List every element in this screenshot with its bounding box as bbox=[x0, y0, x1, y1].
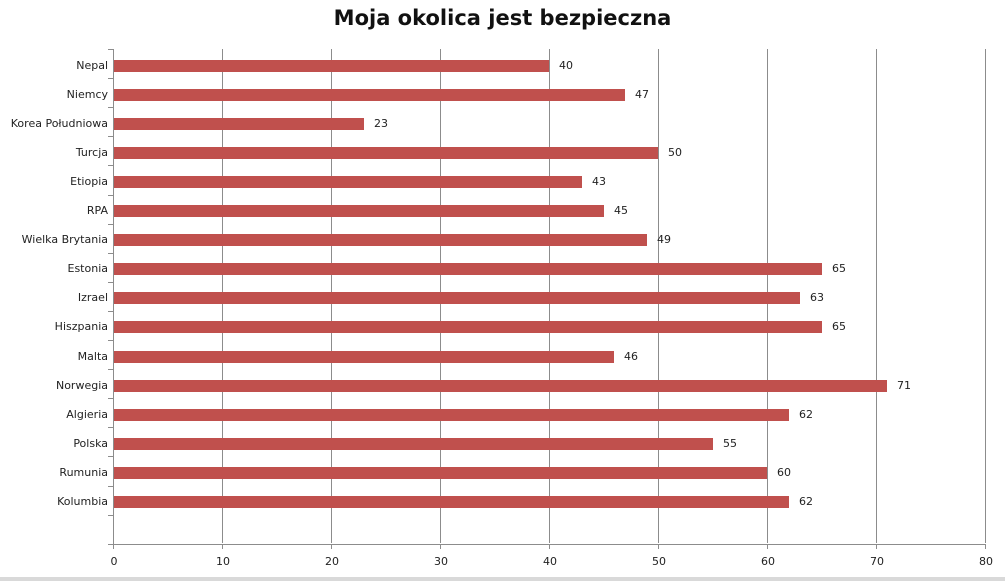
x-tick bbox=[549, 544, 550, 549]
data-label: 62 bbox=[799, 495, 813, 508]
bar bbox=[114, 496, 789, 508]
bar bbox=[114, 147, 658, 159]
y-tick bbox=[108, 282, 113, 283]
x-tick bbox=[440, 544, 441, 549]
bottom-border bbox=[0, 577, 1005, 581]
chart-title: Moja okolica jest bezpieczna bbox=[333, 6, 672, 30]
data-label: 62 bbox=[799, 408, 813, 421]
gridline bbox=[985, 49, 986, 543]
y-tick bbox=[108, 369, 113, 370]
x-tick bbox=[222, 544, 223, 549]
data-label: 46 bbox=[624, 350, 638, 363]
y-tick bbox=[108, 486, 113, 487]
y-tick bbox=[108, 136, 113, 137]
bar bbox=[114, 380, 887, 392]
x-axis bbox=[108, 544, 986, 545]
x-tick-label: 0 bbox=[110, 555, 118, 568]
bar bbox=[114, 409, 789, 421]
bar bbox=[114, 351, 614, 363]
y-tick bbox=[108, 49, 113, 50]
x-tick-label: 30 bbox=[434, 555, 448, 568]
category-label: Algieria bbox=[66, 408, 108, 421]
bar bbox=[114, 176, 582, 188]
data-label: 43 bbox=[592, 175, 606, 188]
y-tick bbox=[108, 311, 113, 312]
category-label: Korea Południowa bbox=[10, 117, 108, 130]
bar bbox=[114, 292, 800, 304]
y-tick bbox=[108, 107, 113, 108]
x-tick bbox=[767, 544, 768, 549]
category-label: Hiszpania bbox=[54, 320, 108, 333]
category-label: Niemcy bbox=[66, 88, 108, 101]
gridline bbox=[876, 49, 877, 543]
x-tick-label: 60 bbox=[761, 555, 775, 568]
bar bbox=[114, 205, 604, 217]
y-tick bbox=[108, 78, 113, 79]
x-tick bbox=[876, 544, 877, 549]
y-tick bbox=[108, 340, 113, 341]
data-label: 65 bbox=[832, 320, 846, 333]
data-label: 45 bbox=[614, 204, 628, 217]
data-label: 63 bbox=[810, 291, 824, 304]
y-tick bbox=[108, 515, 113, 516]
x-tick bbox=[985, 544, 986, 549]
x-tick bbox=[658, 544, 659, 549]
x-tick-label: 40 bbox=[543, 555, 557, 568]
bar bbox=[114, 118, 364, 130]
x-tick-label: 50 bbox=[652, 555, 666, 568]
y-tick bbox=[108, 195, 113, 196]
bar bbox=[114, 467, 767, 479]
data-label: 50 bbox=[668, 146, 682, 159]
category-label: RPA bbox=[86, 204, 108, 217]
data-label: 40 bbox=[559, 59, 573, 72]
data-label: 55 bbox=[723, 437, 737, 450]
bar bbox=[114, 263, 822, 275]
category-label: Rumunia bbox=[59, 466, 108, 479]
category-label: Nepal bbox=[76, 59, 108, 72]
category-label: Etiopia bbox=[70, 175, 108, 188]
y-tick bbox=[108, 224, 113, 225]
y-tick bbox=[108, 165, 113, 166]
data-label: 47 bbox=[635, 88, 649, 101]
category-label: Izrael bbox=[77, 291, 108, 304]
data-label: 71 bbox=[897, 379, 911, 392]
data-label: 49 bbox=[657, 233, 671, 246]
bar bbox=[114, 89, 625, 101]
category-label: Polska bbox=[73, 437, 108, 450]
x-tick-label: 10 bbox=[216, 555, 230, 568]
bar bbox=[114, 60, 549, 72]
data-label: 23 bbox=[374, 117, 388, 130]
x-tick-label: 70 bbox=[870, 555, 884, 568]
data-label: 65 bbox=[832, 262, 846, 275]
bar bbox=[114, 321, 822, 333]
y-tick bbox=[108, 427, 113, 428]
category-label: Estonia bbox=[67, 262, 109, 275]
bar bbox=[114, 234, 647, 246]
category-label: Wielka Brytania bbox=[21, 233, 108, 246]
data-label: 60 bbox=[777, 466, 791, 479]
x-tick bbox=[331, 544, 332, 549]
y-axis bbox=[113, 49, 114, 545]
bar bbox=[114, 438, 713, 450]
x-tick-label: 80 bbox=[979, 555, 993, 568]
y-tick bbox=[108, 456, 113, 457]
x-tick bbox=[113, 544, 114, 549]
x-tick-label: 20 bbox=[325, 555, 339, 568]
category-label: Malta bbox=[77, 350, 108, 363]
y-tick bbox=[108, 398, 113, 399]
category-label: Norwegia bbox=[55, 379, 108, 392]
category-label: Turcja bbox=[75, 146, 108, 159]
category-label: Kolumbia bbox=[57, 495, 108, 508]
y-tick bbox=[108, 253, 113, 254]
